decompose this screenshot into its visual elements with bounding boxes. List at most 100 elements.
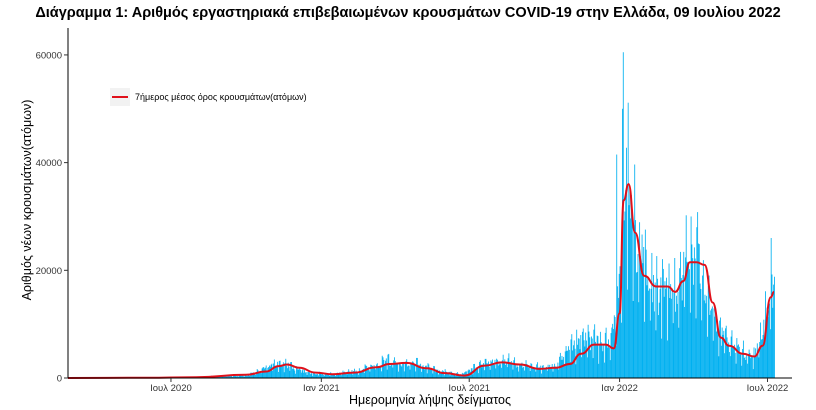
bar: [743, 357, 745, 378]
bar: [325, 374, 327, 378]
bar: [316, 373, 318, 378]
bar: [679, 268, 681, 378]
bar: [604, 362, 605, 378]
bar: [535, 371, 537, 378]
bar: [551, 364, 553, 378]
bar: [579, 349, 581, 378]
bar: [638, 302, 640, 378]
bar: [403, 362, 404, 378]
y-axis-ticks: 0 20000 40000 60000: [36, 50, 68, 385]
bar: [553, 366, 555, 378]
bar: [288, 366, 290, 378]
bar: [224, 375, 225, 378]
bar: [499, 364, 501, 378]
bar: [327, 374, 328, 378]
bar: [422, 365, 424, 378]
bar: [351, 370, 353, 378]
bar: [300, 372, 302, 378]
bar: [574, 348, 576, 378]
bar: [385, 360, 386, 378]
bar: [639, 222, 641, 378]
bar: [720, 345, 722, 378]
bar: [644, 229, 646, 378]
bar: [271, 363, 273, 378]
bar: [455, 375, 457, 378]
bar: [597, 336, 599, 378]
bar: [689, 269, 690, 378]
bar: [248, 373, 250, 378]
bar: [549, 364, 551, 378]
bar: [608, 339, 609, 378]
bar: [594, 324, 596, 378]
bar: [398, 371, 399, 378]
bar: [761, 339, 763, 378]
bar: [307, 372, 309, 378]
bar: [434, 366, 435, 378]
bar: [267, 367, 269, 378]
bar: [767, 317, 769, 378]
bar: [289, 370, 291, 378]
y-tick-label: 40000: [36, 158, 62, 169]
bar: [759, 341, 761, 378]
bar: [590, 336, 592, 378]
bar: [590, 350, 592, 378]
bar: [298, 369, 300, 378]
bar: [562, 359, 564, 378]
bar: [260, 371, 261, 378]
bar: [389, 365, 390, 378]
bar: [736, 338, 738, 378]
bar: [524, 365, 526, 378]
bar: [287, 362, 289, 378]
bar: [295, 366, 297, 378]
bar: [427, 363, 429, 378]
bar: [253, 372, 255, 378]
bar: [337, 373, 339, 378]
bar: [482, 364, 484, 378]
bar: [421, 366, 423, 378]
bar: [395, 363, 397, 378]
bar: [322, 373, 323, 378]
x-axis-label: Ημερομηνία λήψης δείγματος: [349, 393, 511, 407]
bar: [610, 333, 612, 378]
bar: [560, 359, 562, 378]
bar: [745, 359, 747, 378]
bar: [234, 375, 236, 378]
y-tick-label: 20000: [36, 266, 62, 277]
bar: [375, 369, 377, 378]
bar: [730, 336, 732, 378]
x-tick-label: Ιαν 2022: [601, 383, 638, 394]
bar: [328, 373, 330, 378]
bar: [536, 364, 538, 378]
bar: [768, 310, 770, 378]
bar: [491, 361, 493, 378]
bar: [336, 373, 337, 378]
bar: [555, 366, 556, 378]
bar: [706, 295, 708, 378]
bar: [228, 375, 230, 378]
bar: [559, 352, 561, 378]
bar: [318, 371, 320, 378]
bar: [389, 365, 391, 378]
bar: [430, 368, 431, 378]
bar: [363, 373, 365, 378]
x-axis-ticks: Ιουλ 2020 Ιαν 2021 Ιουλ 2021 Ιαν 2022 Ιουλ 2…: [150, 378, 788, 394]
bar: [672, 323, 674, 378]
bar: [523, 370, 525, 378]
bar: [581, 357, 583, 378]
bar: [733, 344, 735, 378]
bar: [529, 371, 531, 378]
bar: [398, 363, 400, 378]
bar: [762, 334, 764, 378]
bar: [586, 340, 587, 378]
bar: [630, 218, 632, 378]
bar: [331, 374, 332, 378]
bar: [370, 364, 372, 378]
bar: [488, 361, 489, 378]
bar: [568, 346, 569, 378]
bar: [474, 369, 476, 378]
bar: [429, 367, 431, 378]
bar: [349, 371, 350, 378]
bar: [711, 308, 712, 378]
bar: [334, 373, 336, 378]
bar: [438, 374, 440, 378]
